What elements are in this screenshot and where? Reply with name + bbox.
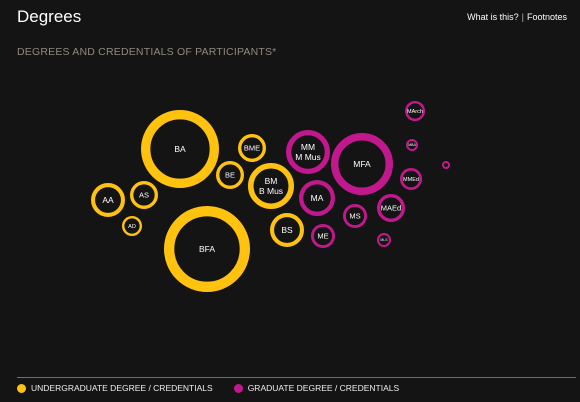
bubble-be[interactable]: BE bbox=[215, 160, 244, 189]
top-links: What is this? | Footnotes bbox=[467, 12, 567, 22]
bubble-mba[interactable]: MBA bbox=[406, 139, 418, 151]
bubble-ms[interactable]: MS bbox=[343, 204, 368, 229]
bubble-ring bbox=[400, 168, 423, 191]
bubble-ring bbox=[121, 215, 142, 236]
bubble-aa[interactable]: AA bbox=[91, 182, 126, 217]
bubble-label: MA bbox=[311, 193, 324, 203]
bubble-maed[interactable]: MAEd bbox=[376, 193, 405, 222]
bubble-label: BME bbox=[244, 144, 260, 153]
bubble-label: BM B Mus bbox=[259, 176, 283, 196]
bubble-ring bbox=[237, 133, 266, 162]
bubble-label: BS bbox=[281, 225, 293, 235]
bubble-label: MArch bbox=[407, 109, 423, 115]
bubble-ring bbox=[129, 180, 158, 209]
legend-item-graduate[interactable]: GRADUATE DEGREE / CREDENTIALS bbox=[233, 383, 400, 393]
bubble-ring bbox=[247, 162, 294, 209]
bubble-ring bbox=[405, 100, 426, 121]
bubble-label: AS bbox=[139, 191, 149, 200]
bubble-ba[interactable]: BA bbox=[140, 110, 219, 188]
bubble-ma[interactable]: MA bbox=[299, 180, 336, 217]
bubble-bs[interactable]: BS bbox=[270, 212, 305, 247]
bubble-mls[interactable]: MLS bbox=[377, 233, 391, 247]
graduate-dot-icon bbox=[233, 383, 243, 393]
bubble-label: MLS bbox=[380, 238, 388, 242]
bubble-label: AD bbox=[128, 224, 136, 230]
bubble-mmed[interactable]: MMEd bbox=[400, 168, 423, 191]
bubble-as[interactable]: AS bbox=[129, 180, 158, 209]
bubble-bfa[interactable]: BFA bbox=[164, 206, 251, 293]
bubble-ad[interactable]: AD bbox=[121, 215, 142, 236]
legend-label-graduate: GRADUATE DEGREE / CREDENTIALS bbox=[247, 383, 400, 393]
bubble-ring bbox=[140, 110, 219, 188]
bubble-ring bbox=[406, 139, 418, 151]
bubble-ring bbox=[270, 212, 305, 247]
bubble-label: MAEd bbox=[381, 204, 401, 213]
legend: UNDERGRADUATE DEGREE / CREDENTIALS GRADU… bbox=[17, 383, 420, 393]
link-separator: | bbox=[521, 12, 524, 22]
legend-divider bbox=[17, 377, 576, 378]
bubble-label: BA bbox=[174, 144, 186, 154]
bubble-ring bbox=[442, 161, 450, 169]
legend-label-undergraduate: UNDERGRADUATE DEGREE / CREDENTIALS bbox=[31, 383, 213, 393]
bubble-chart: BA BFA BM B Mus BS BME BE AA AS AD MFA MM M Mus MA MAE… bbox=[91, 100, 450, 293]
bubble-ring bbox=[299, 180, 336, 217]
bubble-ring bbox=[311, 224, 336, 249]
footnotes-link[interactable]: Footnotes bbox=[526, 12, 567, 22]
bubble-march[interactable]: MArch bbox=[405, 100, 426, 121]
bubble-label: BE bbox=[225, 171, 235, 180]
bubble-label: BFA bbox=[199, 244, 215, 254]
bubble-label: ME bbox=[317, 232, 328, 241]
bubble-ring bbox=[377, 233, 391, 247]
what-is-this-link[interactable]: What is this? bbox=[467, 12, 519, 22]
bubble-ring bbox=[343, 204, 368, 229]
bubble-label: MS bbox=[349, 212, 360, 221]
bubble-label: MFA bbox=[353, 159, 371, 169]
undergraduate-dot-icon bbox=[17, 383, 26, 393]
bubble-label: MBA bbox=[408, 143, 416, 147]
bubble-mfa[interactable]: MFA bbox=[331, 133, 394, 196]
legend-item-undergraduate[interactable]: UNDERGRADUATE DEGREE / CREDENTIALS bbox=[17, 383, 213, 393]
bubble-ring bbox=[91, 182, 126, 217]
bubble-me[interactable]: ME bbox=[311, 224, 336, 249]
bubble-ring bbox=[331, 133, 394, 196]
bubble-ring bbox=[164, 206, 251, 293]
bubble-ring bbox=[215, 160, 244, 189]
bubble-label: MM M Mus bbox=[295, 142, 321, 162]
bubble-ring bbox=[286, 129, 331, 175]
bubble-bme[interactable]: BME bbox=[237, 133, 266, 162]
bubble-bm-b-mus[interactable]: BM B Mus bbox=[247, 162, 294, 209]
bubble-label: MMEd bbox=[403, 177, 419, 183]
chart-title: DEGREES AND CREDENTIALS OF PARTICIPANTS* bbox=[17, 46, 277, 58]
page-title: Degrees bbox=[17, 7, 82, 26]
bubble-label: AA bbox=[102, 195, 114, 205]
bubble-unlabeled[interactable] bbox=[442, 161, 450, 169]
bubble-mm-m-mus[interactable]: MM M Mus bbox=[286, 129, 331, 175]
bubble-ring bbox=[376, 193, 405, 222]
